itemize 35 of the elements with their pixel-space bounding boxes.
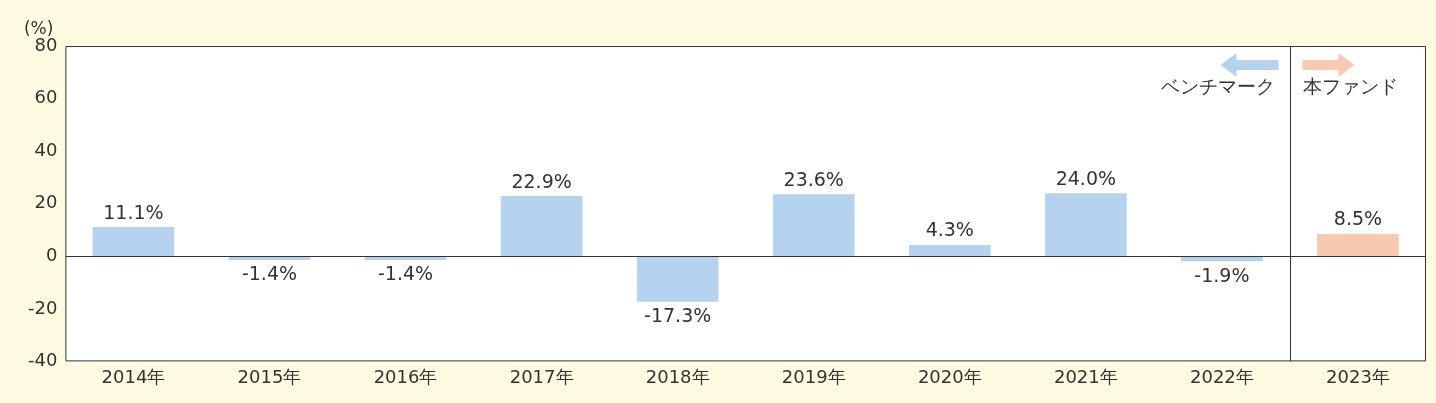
x-tick-label: 2014年 <box>101 365 166 387</box>
data-label: -17.3% <box>644 304 712 327</box>
x-tick-label: 2019年 <box>781 365 846 387</box>
data-label: 11.1% <box>103 200 164 223</box>
x-tick-label: 2023年 <box>1326 365 1390 387</box>
y-tick-label: -20 <box>27 296 58 318</box>
x-tick-label: 2021年 <box>1053 365 1118 387</box>
data-label: 8.5% <box>1333 207 1383 230</box>
data-label: 24.0% <box>1055 166 1117 189</box>
y-tick-label: 40 <box>34 138 58 160</box>
bar <box>500 196 583 257</box>
x-tick-label: 2018年 <box>645 365 710 387</box>
data-label: -1.4% <box>377 262 434 285</box>
data-label: 4.3% <box>925 218 974 241</box>
data-label: 22.9% <box>511 169 572 192</box>
data-label: -1.9% <box>1194 263 1250 286</box>
y-tick-label: 60 <box>34 86 58 108</box>
bar <box>1045 193 1127 257</box>
bar <box>908 244 991 257</box>
bar <box>92 227 175 257</box>
y-tick-label: 0 <box>45 243 58 265</box>
data-label: -1.4% <box>241 262 298 285</box>
y-tick-label: 20 <box>34 191 58 213</box>
y-tick-label: -40 <box>27 349 58 371</box>
bar <box>1317 233 1399 257</box>
data-label: 23.6% <box>783 167 844 190</box>
x-tick-label: 2020年 <box>917 365 982 387</box>
x-tick-label: 2016年 <box>373 365 438 387</box>
x-tick-label: 2015年 <box>237 365 302 387</box>
bar <box>636 256 719 302</box>
x-tick-label: 2022年 <box>1190 365 1254 387</box>
bar <box>772 194 855 257</box>
legend-label: 本ファンド <box>1302 74 1398 97</box>
legend-label: ベンチマーク <box>1160 74 1275 97</box>
x-tick-label: 2017年 <box>509 365 574 387</box>
